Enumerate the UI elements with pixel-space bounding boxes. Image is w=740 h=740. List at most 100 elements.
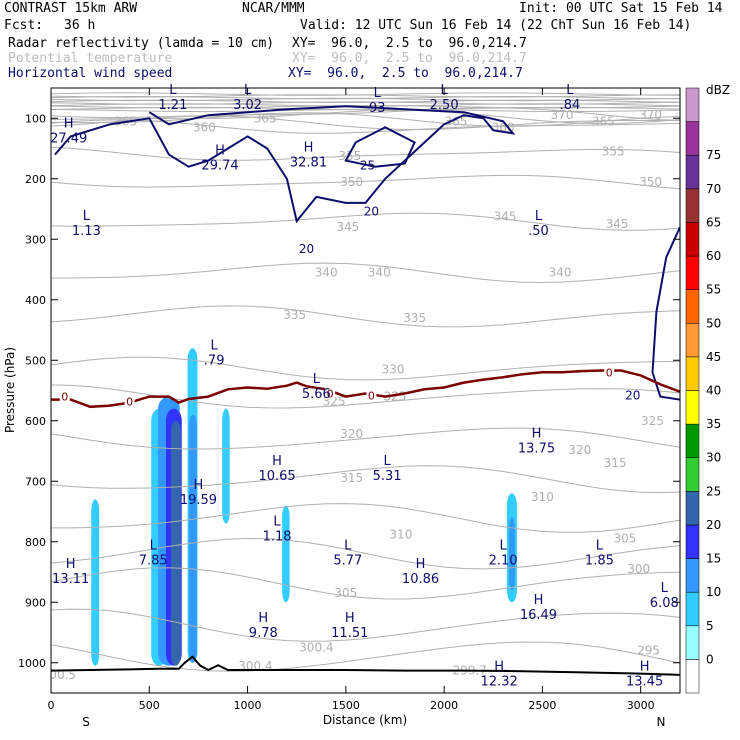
- freezing-label-bg: [59, 390, 70, 402]
- theta-contour-label: 325: [641, 414, 664, 428]
- theta-contour: [51, 115, 680, 130]
- freezing-level-label: 0: [327, 388, 334, 401]
- theta-contour-label: 365: [444, 114, 467, 128]
- colorbar-label: 25: [706, 484, 721, 498]
- colorbar-label: 70: [706, 182, 721, 196]
- y-tick-label: 300: [25, 233, 46, 246]
- theta-contour: [51, 503, 680, 533]
- theta-contour: [51, 146, 680, 161]
- hl-marker: H: [215, 144, 225, 159]
- theta-contour-label: 340: [549, 266, 572, 280]
- theta-contour-label: 350: [639, 175, 662, 189]
- hl-value: 1.13: [72, 224, 101, 239]
- theta-contour: [51, 537, 680, 570]
- y-tick-label: 700: [25, 475, 46, 488]
- hl-value: .50: [528, 224, 549, 239]
- hl-marker: H: [534, 593, 544, 608]
- wind-contour-label: 20: [364, 204, 379, 218]
- hl-value: 32.81: [290, 156, 327, 171]
- hl-marker: L: [566, 83, 574, 98]
- colorbar-swatch: [685, 255, 700, 290]
- hl-marker: L: [169, 83, 177, 98]
- theta-contour: [51, 212, 680, 231]
- hl-marker: H: [194, 478, 204, 493]
- wind-contour-label: 25: [360, 158, 375, 172]
- theta-contour: [51, 427, 680, 450]
- reflectivity-cell: [188, 414, 197, 663]
- x-tick-label: 0: [48, 699, 55, 712]
- x-end-right-label: N: [657, 715, 666, 729]
- colorbar-swatch: [685, 87, 700, 122]
- theta-contour-label: 340: [368, 266, 391, 280]
- theta-contour-label: 355: [602, 145, 625, 159]
- colorbar-swatch: [685, 491, 700, 526]
- y-axis-label: Pressure (hPa): [3, 347, 17, 433]
- theta-contour-label: 370: [639, 108, 662, 122]
- hl-marker: L: [83, 209, 91, 224]
- freezing-label-bg: [604, 366, 615, 378]
- hl-marker: L: [344, 539, 352, 554]
- colorbar-label: 50: [706, 316, 721, 330]
- theta-contour-label: 320: [340, 427, 363, 441]
- theta-contour-label: 360: [193, 120, 216, 134]
- theta-contour: [51, 262, 680, 284]
- field-reflectivity: Radar reflectivity (lamda = 10 cm): [8, 36, 275, 51]
- hl-value: 6.08: [650, 596, 679, 611]
- hl-marker: L: [211, 338, 219, 353]
- org-label: NCAR/MMM: [242, 1, 305, 16]
- theta-contour: [51, 103, 680, 107]
- terrain-line: [51, 655, 680, 676]
- hl-marker: L: [150, 539, 158, 554]
- theta-contour: [51, 384, 680, 409]
- colorbar-label: 65: [706, 215, 721, 229]
- colorbar-swatch: [685, 154, 700, 190]
- theta-contour-label: 310: [389, 527, 412, 541]
- y-tick-label: 100: [25, 112, 46, 125]
- colorbar-label: 5: [706, 619, 714, 633]
- hl-value: 27.49: [50, 131, 87, 146]
- hl-value: 3.02: [233, 98, 262, 113]
- colorbar-label: 45: [706, 350, 721, 364]
- theta-contour-label: 345: [606, 217, 629, 231]
- hl-marker: L: [499, 539, 507, 554]
- theta-contour: [51, 567, 680, 600]
- terrain-layer: [51, 655, 680, 676]
- freezing-label-bg: [325, 387, 336, 399]
- theta-contour-label: 365: [254, 111, 277, 125]
- x-tick-label: 3000: [627, 699, 655, 712]
- y-tick-label: 400: [25, 294, 46, 307]
- theta-contour-label: 305: [334, 586, 357, 600]
- theta-contour-label: 340: [315, 266, 338, 280]
- wind-contour-20: [54, 105, 516, 224]
- hl-marker: H: [640, 660, 650, 675]
- theta-contour-label: 300.4: [299, 641, 333, 655]
- hl-value: 10.86: [402, 572, 439, 587]
- x-tick-label: 1500: [332, 699, 360, 712]
- init-time: Init: 00 UTC Sat 15 Feb 14: [519, 1, 723, 16]
- hl-marker: L: [313, 372, 321, 387]
- x-end-left-label: S: [82, 715, 90, 729]
- hl-marker: H: [532, 427, 542, 442]
- theta-contour: [51, 174, 680, 190]
- field-wind: Horizontal wind speed: [8, 66, 173, 81]
- hl-marker: L: [535, 209, 543, 224]
- freezing-level-line: [51, 369, 680, 409]
- theta-contour-label: 335: [403, 311, 426, 325]
- theta-contour-label: 305: [614, 532, 637, 546]
- hl-value: .84: [560, 98, 581, 113]
- theta-contour-label: 315: [340, 471, 363, 485]
- colorbar-swatch: [685, 524, 700, 559]
- wind-contour-label: 20: [299, 242, 314, 256]
- colorbar-swatch: [685, 323, 700, 358]
- colorbar-swatch: [685, 457, 700, 492]
- hl-value: 5.31: [373, 469, 402, 484]
- freezing-level-label: 0: [368, 389, 375, 402]
- colorbar-label: 20: [706, 518, 721, 532]
- field-wind-xy: XY= 96.0, 2.5 to 96.0,214.7: [288, 66, 523, 81]
- reflectivity-layer: [91, 348, 517, 666]
- hl-value: 1.21: [158, 98, 187, 113]
- theta-contour-label: 365: [592, 114, 615, 128]
- colorbar-label: 10: [706, 585, 721, 599]
- colorbar-label: 0: [706, 652, 714, 666]
- hl-value: 5.66: [302, 387, 331, 402]
